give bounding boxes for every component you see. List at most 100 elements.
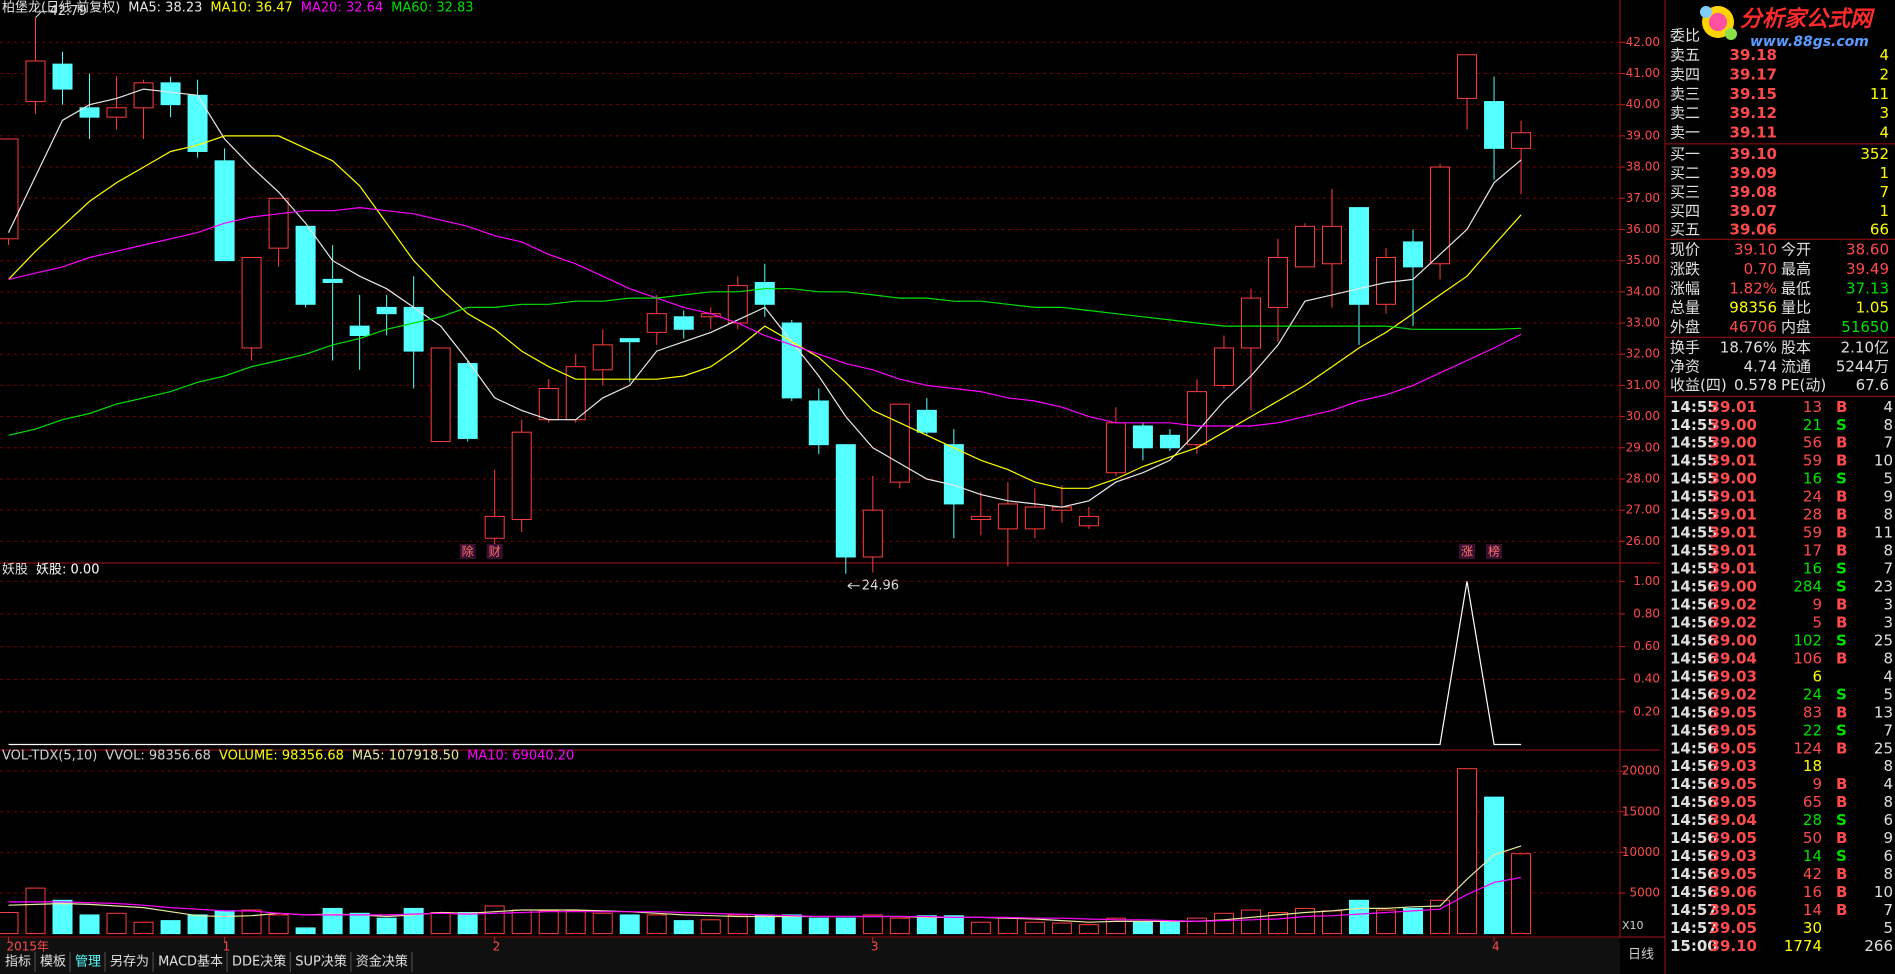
trade-count: 8 — [1883, 506, 1893, 524]
volume-bar — [1186, 917, 1207, 935]
book-price: 39.18 — [1730, 46, 1777, 64]
trade-volume: 14 — [1803, 901, 1822, 919]
trade-volume: 42 — [1803, 865, 1822, 883]
candle-body — [592, 344, 613, 371]
tab[interactable]: DDE决策 — [232, 954, 286, 970]
tab[interactable]: 指标 — [5, 955, 31, 970]
volume-bar — [862, 914, 883, 935]
tab[interactable]: 资金决策 — [356, 954, 408, 970]
volume-bar — [1105, 917, 1126, 935]
volume-bar — [1511, 853, 1532, 935]
trade-price: 39.03 — [1710, 757, 1757, 775]
event-label: 财 — [489, 545, 501, 559]
stat-label: 涨跌 — [1670, 260, 1700, 278]
trade-price: 39.04 — [1710, 811, 1757, 829]
trade-price: 39.05 — [1710, 829, 1757, 847]
trade-price: 39.05 — [1710, 919, 1757, 937]
candle-body — [295, 225, 316, 305]
book-price: 39.06 — [1730, 221, 1777, 239]
book-label: 卖二 — [1670, 104, 1700, 122]
trade-price: 39.05 — [1710, 775, 1757, 793]
volume-bar — [1132, 921, 1153, 935]
trade-price: 39.01 — [1710, 524, 1757, 542]
candle-body — [646, 313, 667, 333]
candle-body — [403, 306, 424, 352]
indicator-line — [8, 581, 1522, 746]
trade-count: 4 — [1883, 775, 1893, 793]
y-tick-label: 0.40 — [1633, 672, 1660, 686]
trade-time: 14:55 — [1670, 434, 1718, 452]
trade-count: 8 — [1883, 757, 1893, 775]
volume-bar — [781, 914, 802, 935]
volume-bar — [1376, 909, 1397, 935]
volume-bar — [160, 920, 181, 935]
stat-value: 4.74 — [1744, 357, 1777, 375]
trade-price: 39.01 — [1710, 560, 1757, 578]
trade-side: S — [1836, 721, 1847, 739]
stat-value: 51650 — [1841, 318, 1889, 336]
trade-time: 14:56 — [1670, 721, 1718, 739]
trade-count: 23 — [1874, 578, 1893, 596]
trade-volume: 22 — [1803, 721, 1822, 739]
trade-volume: 106 — [1793, 649, 1822, 667]
candle-body — [538, 388, 559, 421]
volume-bar — [214, 910, 235, 935]
volume-bar — [457, 911, 478, 935]
candle-body — [1267, 257, 1288, 308]
tab[interactable]: 管理 — [75, 955, 101, 970]
candle-body — [1457, 54, 1478, 99]
volume-bar — [52, 899, 73, 935]
tab-bar — [0, 938, 1620, 974]
y-tick-label: 42.00 — [1626, 35, 1660, 49]
stat-value: 0.70 — [1744, 260, 1777, 278]
trade-volume: 59 — [1803, 524, 1822, 542]
ma-line — [8, 206, 1522, 427]
annotation-arrow — [847, 582, 860, 590]
period-label[interactable]: 日线 — [1628, 948, 1654, 963]
book-volume: 1 — [1879, 202, 1889, 220]
volume-bar — [727, 914, 748, 935]
stat-label: 现价 — [1670, 241, 1700, 259]
volume-bar — [295, 927, 316, 935]
volume-bar — [754, 914, 775, 935]
stat-label: 总量 — [1670, 299, 1700, 317]
ma-line — [8, 288, 1522, 436]
stat-value: 1.82% — [1729, 279, 1777, 297]
trade-volume: 14 — [1803, 847, 1822, 865]
annotation: 42.79 — [50, 4, 87, 19]
candle-body — [1240, 297, 1261, 349]
trade-price: 39.05 — [1710, 901, 1757, 919]
tab[interactable]: 模板 — [40, 955, 66, 970]
candle-body — [1159, 434, 1180, 449]
y-tick-label: 29.00 — [1626, 440, 1660, 454]
tab[interactable]: SUP决策 — [295, 954, 347, 970]
trade-volume: 18 — [1803, 757, 1822, 775]
y-tick-label: 28.00 — [1626, 471, 1660, 485]
legend-entry: MA10: 36.47 — [210, 1, 292, 16]
candle-body — [349, 325, 370, 336]
candle-body — [619, 338, 640, 343]
x-tick-label: 3 — [871, 940, 879, 954]
stat-label: 流通 — [1781, 357, 1811, 375]
stat-value: 5244万 — [1836, 357, 1889, 375]
trade-price: 39.00 — [1710, 578, 1757, 596]
y-tick-label: 33.00 — [1626, 316, 1660, 330]
trade-volume: 16 — [1803, 470, 1822, 488]
trade-volume: 16 — [1803, 883, 1822, 901]
volume-bar — [376, 917, 397, 935]
volume-bar — [700, 919, 721, 935]
volume-bar — [403, 907, 424, 935]
stat-label: 涨幅 — [1670, 279, 1700, 297]
volume-bar — [943, 915, 964, 935]
x-tick-label: 2 — [493, 940, 501, 954]
trade-volume: 24 — [1803, 685, 1822, 703]
volume-bar — [430, 911, 451, 935]
book-label: 买一 — [1670, 145, 1700, 163]
volume-bar — [0, 911, 19, 935]
book-price: 39.09 — [1730, 164, 1777, 182]
tab[interactable]: MACD基本 — [158, 955, 223, 970]
candle-body — [808, 400, 829, 446]
tab[interactable]: 另存为 — [110, 955, 149, 970]
